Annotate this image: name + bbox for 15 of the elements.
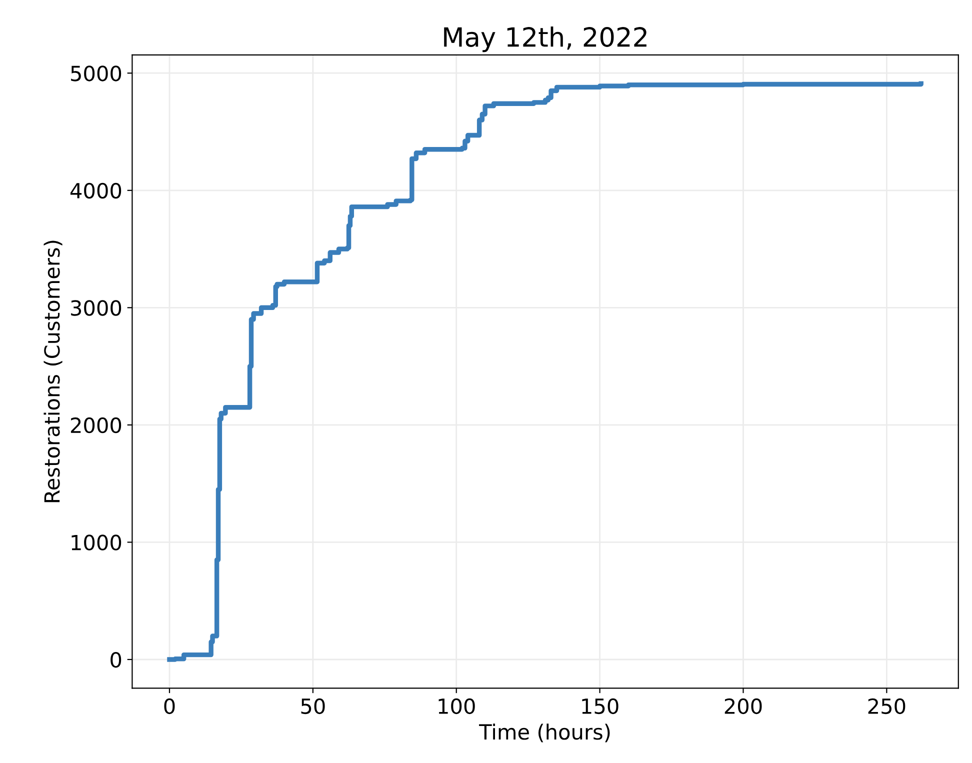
y-tick-label: 3000 <box>71 300 122 316</box>
y-tick-label: 0 <box>110 652 122 668</box>
y-tick-label: 2000 <box>70 417 122 434</box>
x-tick-label: 200 <box>724 698 762 714</box>
x-tick-label: 100 <box>438 698 475 714</box>
x-tick-label: 0 <box>164 698 175 714</box>
x-tick-label: 50 <box>301 698 325 714</box>
y-tick-label: 5000 <box>71 66 122 82</box>
y-axis-title: Restorations (Customers) <box>44 240 62 502</box>
chart-title: May 12th, 2022 <box>444 26 646 52</box>
y-tick-label: 1000 <box>72 534 122 550</box>
x-axis-title: Time (hours) <box>479 724 610 742</box>
y-tick-label: 4000 <box>70 182 122 199</box>
x-tick-label: 250 <box>868 698 906 714</box>
x-tick-label: 150 <box>582 698 618 714</box>
